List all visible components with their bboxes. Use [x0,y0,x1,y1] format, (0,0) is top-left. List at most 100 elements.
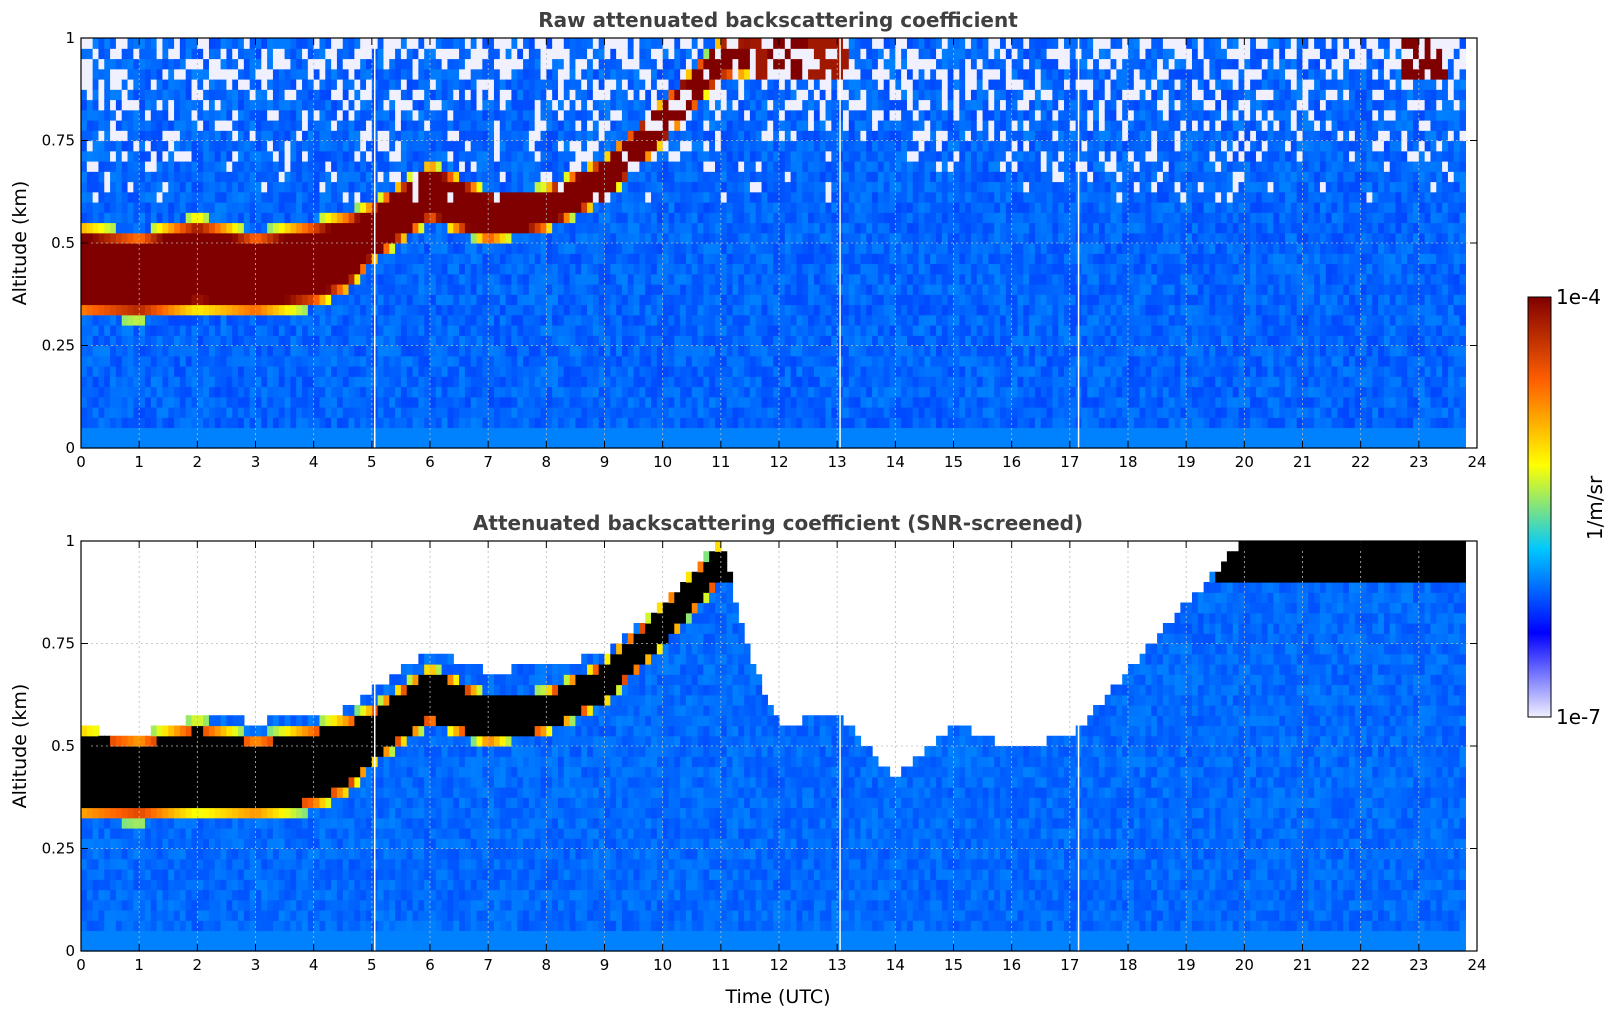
heatmap-cell [528,181,536,193]
heatmap-cell [296,386,303,398]
heatmap-cell [360,150,367,162]
heatmap-cell [214,253,222,265]
heatmap-cell [383,38,390,49]
heatmap-cell [342,376,350,388]
heatmap-cell [511,181,518,193]
heatmap-cell [191,355,198,367]
heatmap-cell [150,161,158,172]
heatmap-cell [168,376,175,388]
heatmap-cell [139,130,146,142]
heatmap-cell [552,417,559,429]
heatmap-cell [267,417,274,429]
heatmap-cell [726,222,734,234]
heatmap-cell [470,314,478,326]
heatmap-cell [720,222,728,234]
heatmap-cell [336,212,344,224]
heatmap-cell [621,171,629,183]
heatmap-cell [581,335,588,347]
heatmap-cell [284,58,291,70]
heatmap-cell [441,150,449,162]
heatmap-cell [267,325,274,336]
heatmap-cell [115,376,123,388]
heatmap-cell [238,212,245,224]
heatmap-cell [232,253,239,265]
heatmap-cell [627,294,635,306]
heatmap-cell [144,150,152,162]
heatmap-cell [767,366,774,377]
heatmap-cell [296,366,303,377]
heatmap-cell [621,212,629,224]
heatmap-cell [191,325,198,336]
heatmap-cell [121,68,129,80]
heatmap-cell [255,140,262,152]
heatmap-cell [127,171,134,183]
heatmap-cell [796,109,803,121]
heatmap-cell [249,48,257,60]
heatmap-cell [139,243,146,254]
heatmap-cell [278,171,286,183]
heatmap-cell [790,396,798,408]
heatmap-cell [662,202,670,213]
heatmap-cell [214,150,222,162]
heatmap-cell [185,212,193,224]
heatmap-cell [749,314,757,326]
heatmap-cell [86,427,94,439]
heatmap-cell [290,427,297,439]
heatmap-cell [488,366,495,377]
heatmap-cell [243,417,251,429]
heatmap-cell [534,253,542,265]
heatmap-cell [238,284,245,295]
heatmap-cell [267,48,274,60]
heatmap-cell [511,89,518,101]
heatmap-cell [336,376,344,388]
heatmap-cell [761,222,768,234]
heatmap-cell [482,99,489,111]
heatmap-cell [715,89,722,101]
heatmap-cell [720,68,728,80]
heatmap-cell [755,191,763,203]
heatmap-cell [406,212,414,224]
heatmap-cell [98,335,105,347]
heatmap-cell [668,89,675,101]
heatmap-cell [272,273,280,285]
heatmap-cell [238,345,245,357]
heatmap-cell [208,161,216,172]
heatmap-cell [325,150,332,162]
heatmap-cell [208,48,216,60]
heatmap-cell [156,140,164,152]
heatmap-cell [761,202,768,213]
heatmap-cell [226,120,233,131]
heatmap-cell [639,345,646,357]
heatmap-cell [98,355,105,367]
heatmap-cell [773,366,780,377]
heatmap-cell [290,109,297,121]
heatmap-cell [581,366,588,377]
heatmap-cell [296,407,303,418]
heatmap-cell [185,304,193,316]
heatmap-cell [232,437,239,449]
heatmap-cell [441,99,449,111]
heatmap-cell [528,386,536,398]
heatmap-cell [226,232,233,244]
heatmap-cell [779,212,786,224]
heatmap-cell [255,202,262,213]
heatmap-cell [424,99,431,111]
heatmap-cell [528,191,536,203]
heatmap-cell [249,38,257,49]
heatmap-cell [261,79,268,90]
heatmap-cell [342,284,350,295]
heatmap-cell [331,202,338,213]
heatmap-cell [174,181,181,193]
heatmap-cell [639,99,646,111]
heatmap-cell [726,335,734,347]
heatmap-cell [691,417,699,429]
heatmap-cell [709,109,716,121]
heatmap-cell [651,335,658,347]
heatmap-cell [575,417,582,429]
heatmap-cell [674,140,681,152]
heatmap-cell [290,38,297,49]
heatmap-cell [331,181,338,193]
heatmap-cell [703,99,710,111]
heatmap-cell [144,407,152,418]
heatmap-cell [383,325,390,336]
